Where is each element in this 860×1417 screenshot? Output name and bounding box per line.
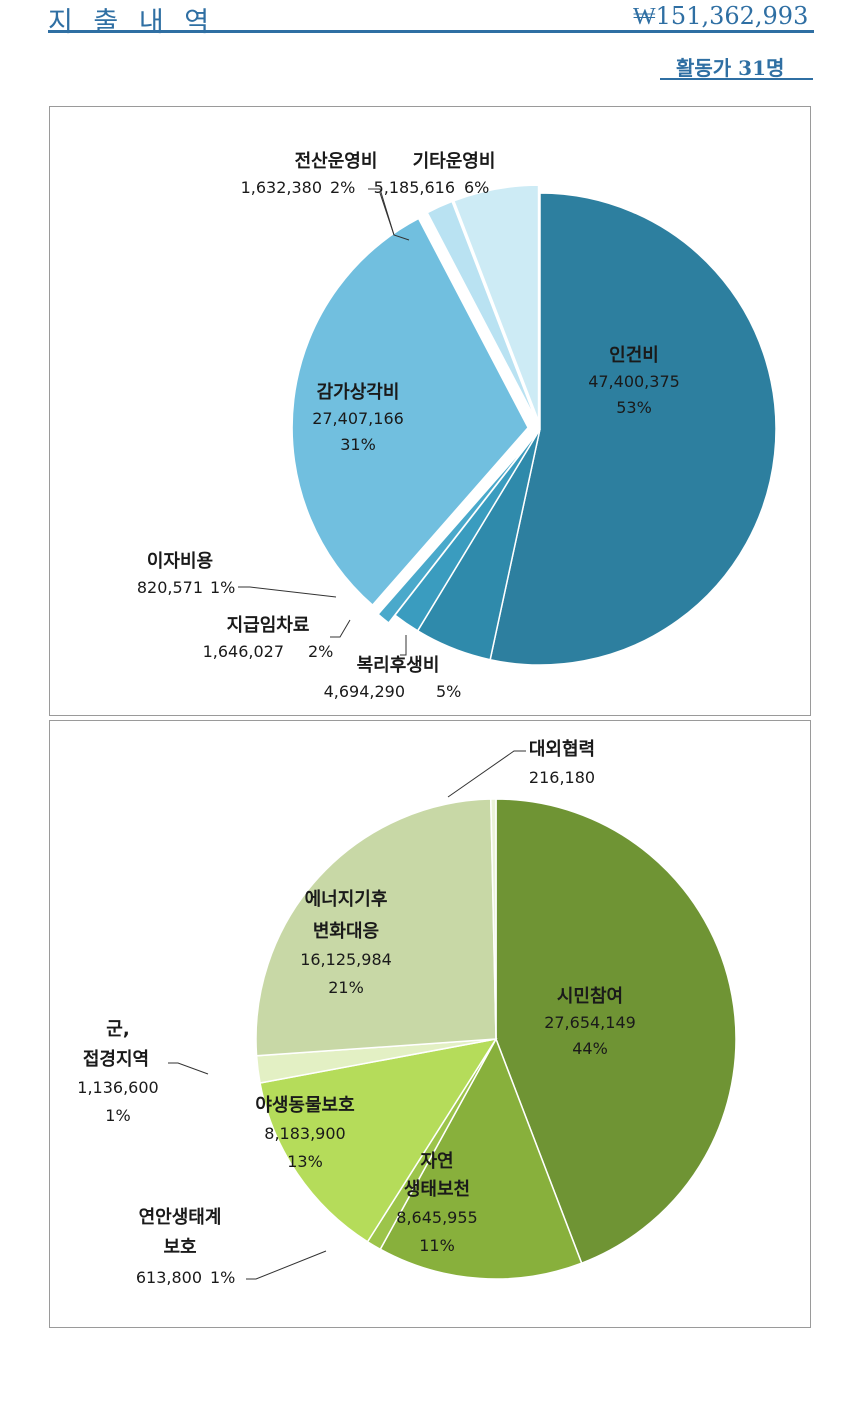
total-amount: ₩151,362,993 (633, 2, 809, 30)
slice-label-value: 47,400,375 (588, 372, 680, 391)
slice-label-value: 27,407,166 (312, 409, 404, 428)
leader-line (168, 1062, 209, 1075)
slice-label-percent: 5% (436, 682, 461, 701)
slice-label-percent: 21% (328, 978, 364, 997)
staff-underline (660, 78, 813, 80)
slice-label-name: 복리후생비 (357, 655, 440, 676)
pie-slice (495, 798, 737, 1265)
slice-label-value: 820,571 (137, 578, 203, 597)
pie-slice (452, 184, 540, 422)
slice-label-value: 1,646,027 (203, 642, 284, 661)
slice-label-percent: 31% (340, 435, 376, 454)
slice-label-name: 대외협력 (529, 738, 595, 760)
slice-label-percent: 6% (464, 178, 489, 197)
slice-label-name: 생태보천 (404, 1179, 470, 1200)
slice-label-name: 에너지기후 (305, 889, 388, 910)
slice-label-percent: 1% (210, 578, 235, 597)
slice-label-value: 4,694,290 (324, 682, 405, 701)
slice-label-name: 연안생태계 (139, 1207, 222, 1228)
slice-label-name: 기타운영비 (413, 151, 496, 172)
slice-label-value: 27,654,149 (544, 1013, 636, 1032)
slice-label-name: 이자비용 (147, 551, 213, 572)
slice-label-name: 보호 (163, 1237, 196, 1258)
pie-slice (377, 436, 535, 624)
slice-label-name: 군, (106, 1019, 129, 1040)
slice-label-value: 8,645,955 (396, 1208, 477, 1227)
slice-label-percent: 2% (330, 178, 355, 197)
header-title: 지 출 내 역 (48, 7, 216, 38)
slice-label-name: 인건비 (609, 345, 659, 366)
pie-slice (291, 217, 529, 607)
slice-label-name: 전산운영비 (295, 151, 378, 172)
slice-label-value: 8,183,900 (264, 1124, 345, 1143)
pie-slice (255, 798, 497, 1057)
header-underline (48, 30, 814, 33)
leader-line (447, 750, 526, 798)
pie-slice (259, 1037, 498, 1243)
pie-slice (489, 192, 777, 666)
slice-label-name: 지급임차료 (227, 615, 310, 636)
slice-label-name: 변화대응 (313, 921, 379, 942)
slice-label-name: 접경지역 (83, 1049, 149, 1070)
leader-line (246, 1250, 327, 1280)
leader-line (330, 619, 351, 638)
slice-label-name: 야생동물보호 (255, 1095, 354, 1116)
pie-slice (426, 200, 538, 423)
slice-label-value: 613,800 (136, 1268, 202, 1287)
staff-count: 활동가 31명 (676, 56, 785, 80)
slice-label-name: 시민참여 (557, 986, 623, 1007)
slice-label-percent: 2% (308, 642, 333, 661)
slice-label-value: 216,180 (529, 768, 595, 787)
slice-label-name: 자연 (420, 1151, 453, 1172)
slice-label-percent: 13% (287, 1152, 323, 1171)
expense-pie-chart: 인건비 47,400,375 53% 감가상각비 27,407,166 31% … (137, 151, 777, 701)
slice-label-value: 1,632,380 (241, 178, 322, 197)
pie-slice (379, 1037, 583, 1280)
slice-label-value: 1,136,600 (77, 1078, 158, 1097)
leader-line (379, 192, 410, 241)
leader-line (238, 586, 337, 598)
expense-chart-panel: 인건비 47,400,375 53% 감가상각비 27,407,166 31% … (49, 106, 811, 716)
slice-label-percent: 1% (105, 1106, 130, 1125)
activity-pie-chart: 시민참여 27,654,149 44% 에너지기후 변화대응 16,125,98… (77, 738, 737, 1287)
slice-label-percent: 53% (616, 398, 652, 417)
slice-label-name: 감가상각비 (317, 382, 400, 403)
slice-label-percent: 1% (210, 1268, 235, 1287)
slice-label-value: 16,125,984 (300, 950, 392, 969)
slice-label-value: 5,185,616 (374, 178, 455, 197)
activity-chart-panel: 시민참여 27,654,149 44% 에너지기후 변화대응 16,125,98… (49, 720, 811, 1328)
pie-slice (490, 798, 497, 1040)
slice-label-percent: 11% (419, 1236, 455, 1255)
leader-line (400, 635, 407, 656)
slice-label-percent: 44% (572, 1039, 608, 1058)
